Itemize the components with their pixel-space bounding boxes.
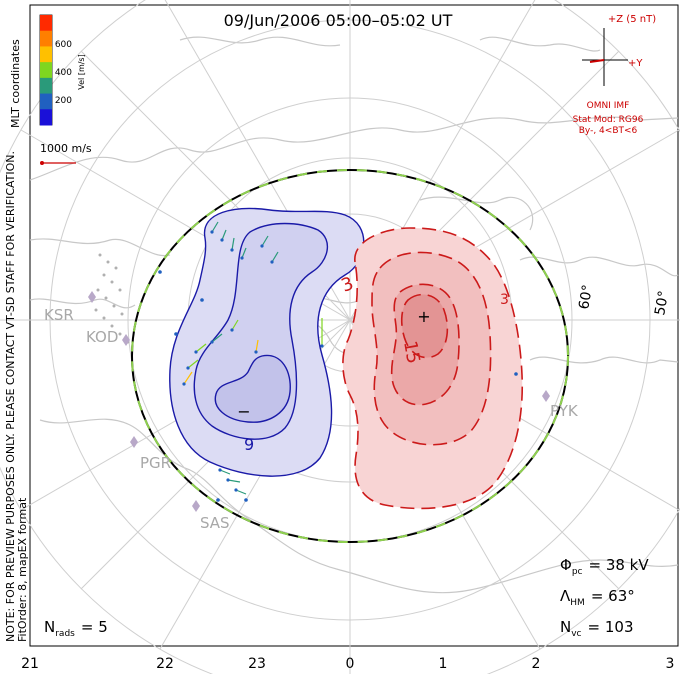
mlt-axis-labels: 21 22 23 0 1 2 3	[21, 656, 674, 672]
imf-vector	[589, 59, 605, 63]
map-title: 09/Jun/2006 05:00–05:02 UT	[224, 11, 453, 30]
contour-labels: 9 3 15 3	[244, 273, 509, 454]
imf-y-label: +Y	[628, 58, 643, 69]
mlt-tick-1: 1	[439, 656, 448, 672]
negative-potential-cell	[169, 207, 365, 477]
heppner-maynard-boundary	[131, 169, 569, 543]
colorbar-swatch	[40, 93, 52, 110]
imf-source: OMNI IMF	[587, 101, 630, 111]
mlt-tick-21: 21	[21, 656, 39, 672]
colorbar-tick-400: 400	[55, 68, 72, 78]
potential-min-marker: −	[237, 402, 250, 421]
station-kod: KOD	[86, 328, 118, 346]
imf-z-label: +Z (5 nT)	[608, 14, 656, 25]
stat-model-line2: By-, 4<BT<6	[579, 126, 638, 136]
phi-pc-stat: Φpc = 38 kV	[560, 556, 649, 577]
contour-label-negative: 9	[244, 435, 254, 454]
colorbar-swatch	[40, 30, 52, 47]
n-rads-stat: Nrads = 5	[44, 618, 108, 639]
station-markers	[88, 291, 550, 512]
colorbar-unit-label: Vel [m/s]	[77, 54, 86, 89]
latitude-label-60: 60°	[576, 283, 596, 310]
colorbar-tick-600: 600	[55, 40, 72, 50]
mlt-tick-23: 23	[248, 656, 266, 672]
coordinate-system-label: MLT coordinates	[9, 39, 22, 128]
colorbar-swatches	[40, 15, 52, 126]
colorbar-swatch	[40, 46, 52, 63]
scale-vector-dot	[40, 161, 44, 165]
colorbar-swatch	[40, 77, 52, 95]
mlt-tick-22: 22	[156, 656, 174, 672]
radar-fov-dots	[94, 253, 130, 344]
station-sas: SAS	[200, 514, 230, 532]
contour-label-partial: 3	[500, 292, 509, 308]
lambda-hm-stat: ΛHM = 63°	[560, 587, 635, 608]
colorbar-swatch	[40, 15, 52, 32]
colorbar-swatch	[40, 62, 52, 79]
scale-vector: 1000 m/s	[40, 142, 92, 165]
velocity-vectors	[158, 221, 518, 502]
mlt-tick-0: 0	[346, 656, 355, 672]
positive-potential-cell	[342, 227, 524, 510]
stats-panel: Φpc = 38 kV ΛHM = 63° Nvc = 103 Nrads = 5	[44, 556, 649, 639]
colorbar-tick-200: 200	[55, 96, 72, 106]
colorbar: 600 400 200 Vel [m/s]	[39, 14, 86, 126]
preview-watermark: NOTE: FOR PREVIEW PURPOSES ONLY. PLEASE …	[4, 151, 17, 642]
mlt-tick-3: 3	[666, 656, 675, 672]
mlt-tick-2: 2	[532, 656, 541, 672]
station-pyk: PYK	[550, 402, 579, 420]
colorbar-swatch	[40, 109, 52, 126]
latitude-label-50: 50°	[652, 289, 672, 316]
station-ksr: KSR	[44, 306, 74, 324]
n-vc-stat: Nvc = 103	[560, 618, 633, 639]
fit-order-label: FitOrder: 8, mapEX format	[16, 497, 29, 642]
station-pgr: PGR	[140, 454, 171, 472]
potential-max-marker: +	[417, 307, 430, 326]
station-labels: KSR KOD PGR SAS PYK	[44, 306, 579, 532]
scale-vector-label: 1000 m/s	[40, 142, 92, 155]
imf-clock: +Z (5 nT) +Y OMNI IMF Stat Mod: RG96 By-…	[573, 14, 657, 136]
contour-label-positive-inner: 15	[399, 339, 424, 365]
stat-model-line1: Stat Mod: RG96	[573, 115, 644, 125]
